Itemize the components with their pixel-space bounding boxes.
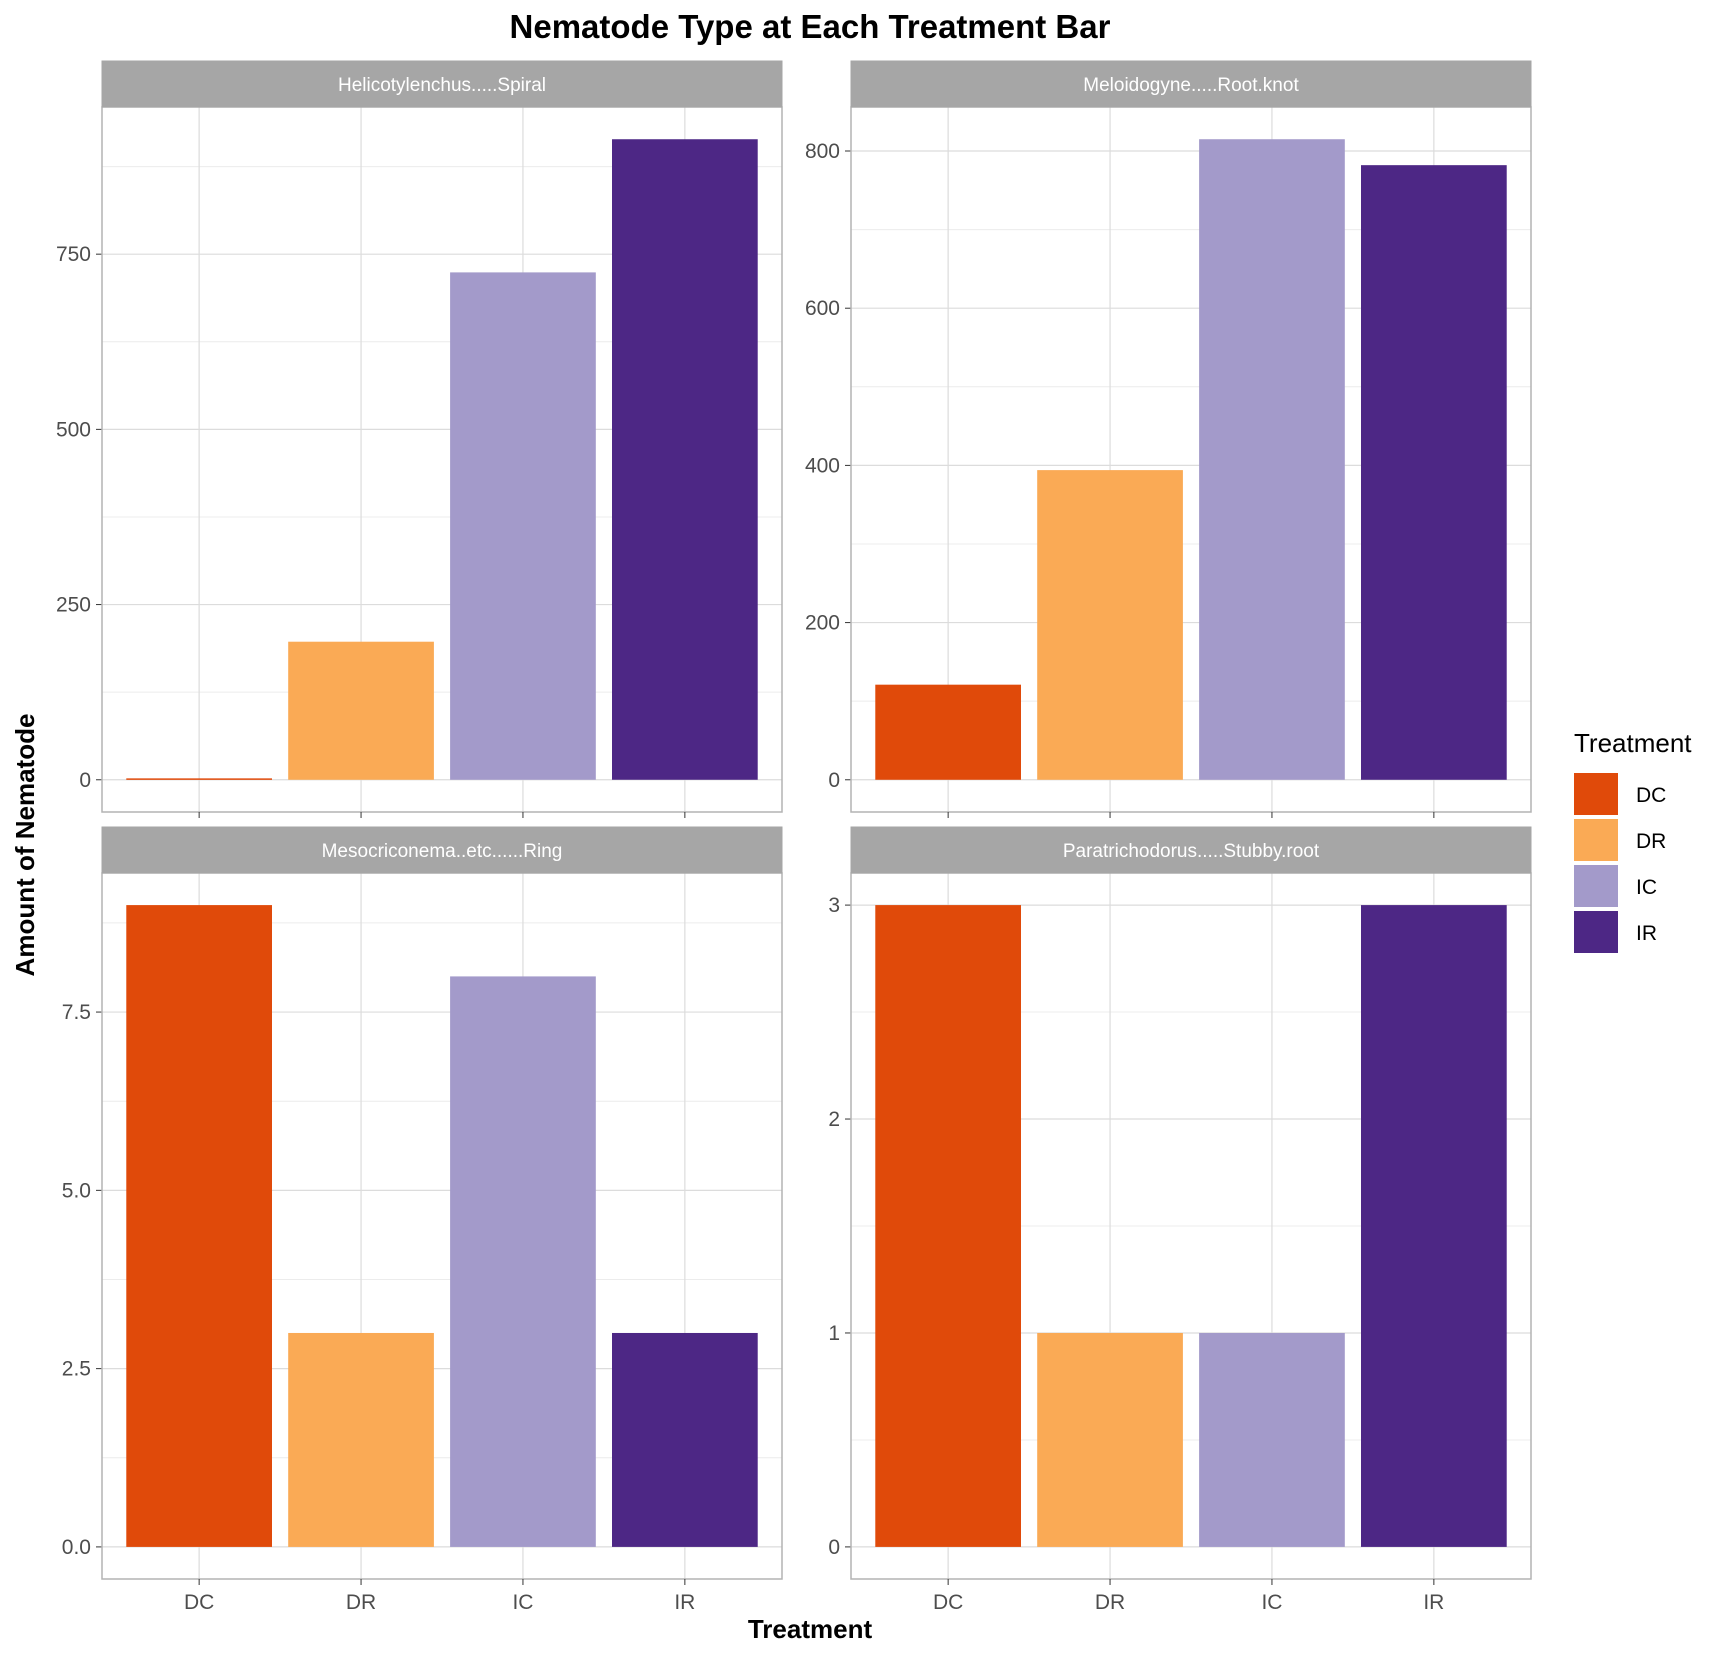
- x-tick-label: DC: [933, 1591, 963, 1614]
- x-tick-label: DR: [346, 1591, 376, 1614]
- y-tick-label: 0: [828, 1536, 840, 1559]
- legend: Treatment DC DR IC IR: [1574, 728, 1692, 953]
- legend-swatch-ic: [1574, 865, 1618, 907]
- y-tick-label: 600: [805, 297, 840, 320]
- bar-dc: [875, 905, 1021, 1547]
- facet-strip-label: Meloidogyne.....Root.knot: [1083, 75, 1299, 96]
- facet-panel: 0 1 2 3 Paratrichodorus.....Stubby.root DC DR I…: [828, 826, 1532, 1614]
- facet-panel: 0 250 500 750 Helicotylenchus.....Spiral: [56, 60, 783, 818]
- bar-dr: [288, 1332, 434, 1547]
- y-tick-label: 750: [56, 243, 91, 266]
- x-tick-label: IR: [1423, 1591, 1444, 1614]
- y-tick-label: 1: [828, 1322, 840, 1345]
- y-tick-label: 400: [805, 454, 840, 477]
- facet-strip: [850, 826, 1532, 874]
- bar-ir: [1361, 165, 1507, 780]
- y-tick-label: 3: [828, 894, 840, 917]
- bar-dc: [126, 778, 273, 780]
- bar-dr: [1037, 470, 1183, 780]
- y-tick-label: 5.0: [62, 1179, 91, 1202]
- facet-panel: 0 200 400 600 800 Meloidogyne.....Root.knot: [805, 60, 1532, 818]
- legend-label-dc: DC: [1636, 784, 1666, 807]
- facet-strip: [101, 826, 783, 874]
- chart-title: Nematode Type at Each Treatment Bar: [510, 8, 1111, 45]
- bar-ir: [1361, 905, 1507, 1547]
- facet-strip: [101, 60, 783, 108]
- x-tick-label: DC: [184, 1591, 214, 1614]
- x-axis-title: Treatment: [748, 1614, 873, 1644]
- y-tick-label: 200: [805, 612, 840, 635]
- y-tick-label: 0: [79, 769, 91, 792]
- legend-swatch-dc: [1574, 773, 1618, 815]
- facet-panel: 0.0 2.5 5.0 7.5 Mesocriconema..etc......Ring…: [62, 826, 783, 1614]
- facet-strip-label: Paratrichodorus.....Stubby.root: [1063, 841, 1320, 862]
- bar-dc: [875, 684, 1021, 780]
- legend-label-dr: DR: [1636, 830, 1666, 853]
- y-tick-label: 500: [56, 418, 91, 441]
- legend-title: Treatment: [1574, 728, 1692, 758]
- x-tick-label: IC: [1261, 1591, 1282, 1614]
- legend-label-ic: IC: [1636, 876, 1657, 899]
- bar-ic: [1199, 139, 1345, 780]
- y-tick-label: 0: [828, 769, 840, 792]
- y-tick-label: 7.5: [62, 1001, 91, 1024]
- y-tick-label: 800: [805, 140, 840, 163]
- bar-dc: [126, 905, 273, 1547]
- facet-strip-label: Helicotylenchus.....Spiral: [338, 75, 546, 96]
- legend-swatch-dr: [1574, 819, 1618, 861]
- x-tick-label: IR: [674, 1591, 695, 1614]
- bar-ir: [612, 139, 758, 780]
- bar-ic: [450, 272, 596, 780]
- facet-strip: [850, 60, 1532, 108]
- legend-label-ir: IR: [1636, 922, 1657, 945]
- bar-ic: [1199, 1332, 1345, 1547]
- y-tick-label: 2.5: [62, 1358, 91, 1381]
- bar-ir: [612, 1332, 758, 1547]
- bar-dr: [288, 641, 434, 780]
- y-tick-label: 250: [56, 594, 91, 617]
- x-tick-label: IC: [512, 1591, 533, 1614]
- x-tick-label: DR: [1095, 1591, 1125, 1614]
- bar-ic: [450, 976, 596, 1547]
- legend-swatch-ir: [1574, 911, 1618, 953]
- bar-dr: [1037, 1332, 1183, 1547]
- y-tick-label: 2: [828, 1108, 840, 1131]
- y-axis-title: Amount of Nematode: [10, 714, 40, 977]
- y-tick-label: 0.0: [62, 1536, 91, 1559]
- facet-panels: 0250500750Helicotylenchus.....Spiral0200…: [56, 60, 1532, 1614]
- facet-strip-label: Mesocriconema..etc......Ring: [322, 841, 563, 862]
